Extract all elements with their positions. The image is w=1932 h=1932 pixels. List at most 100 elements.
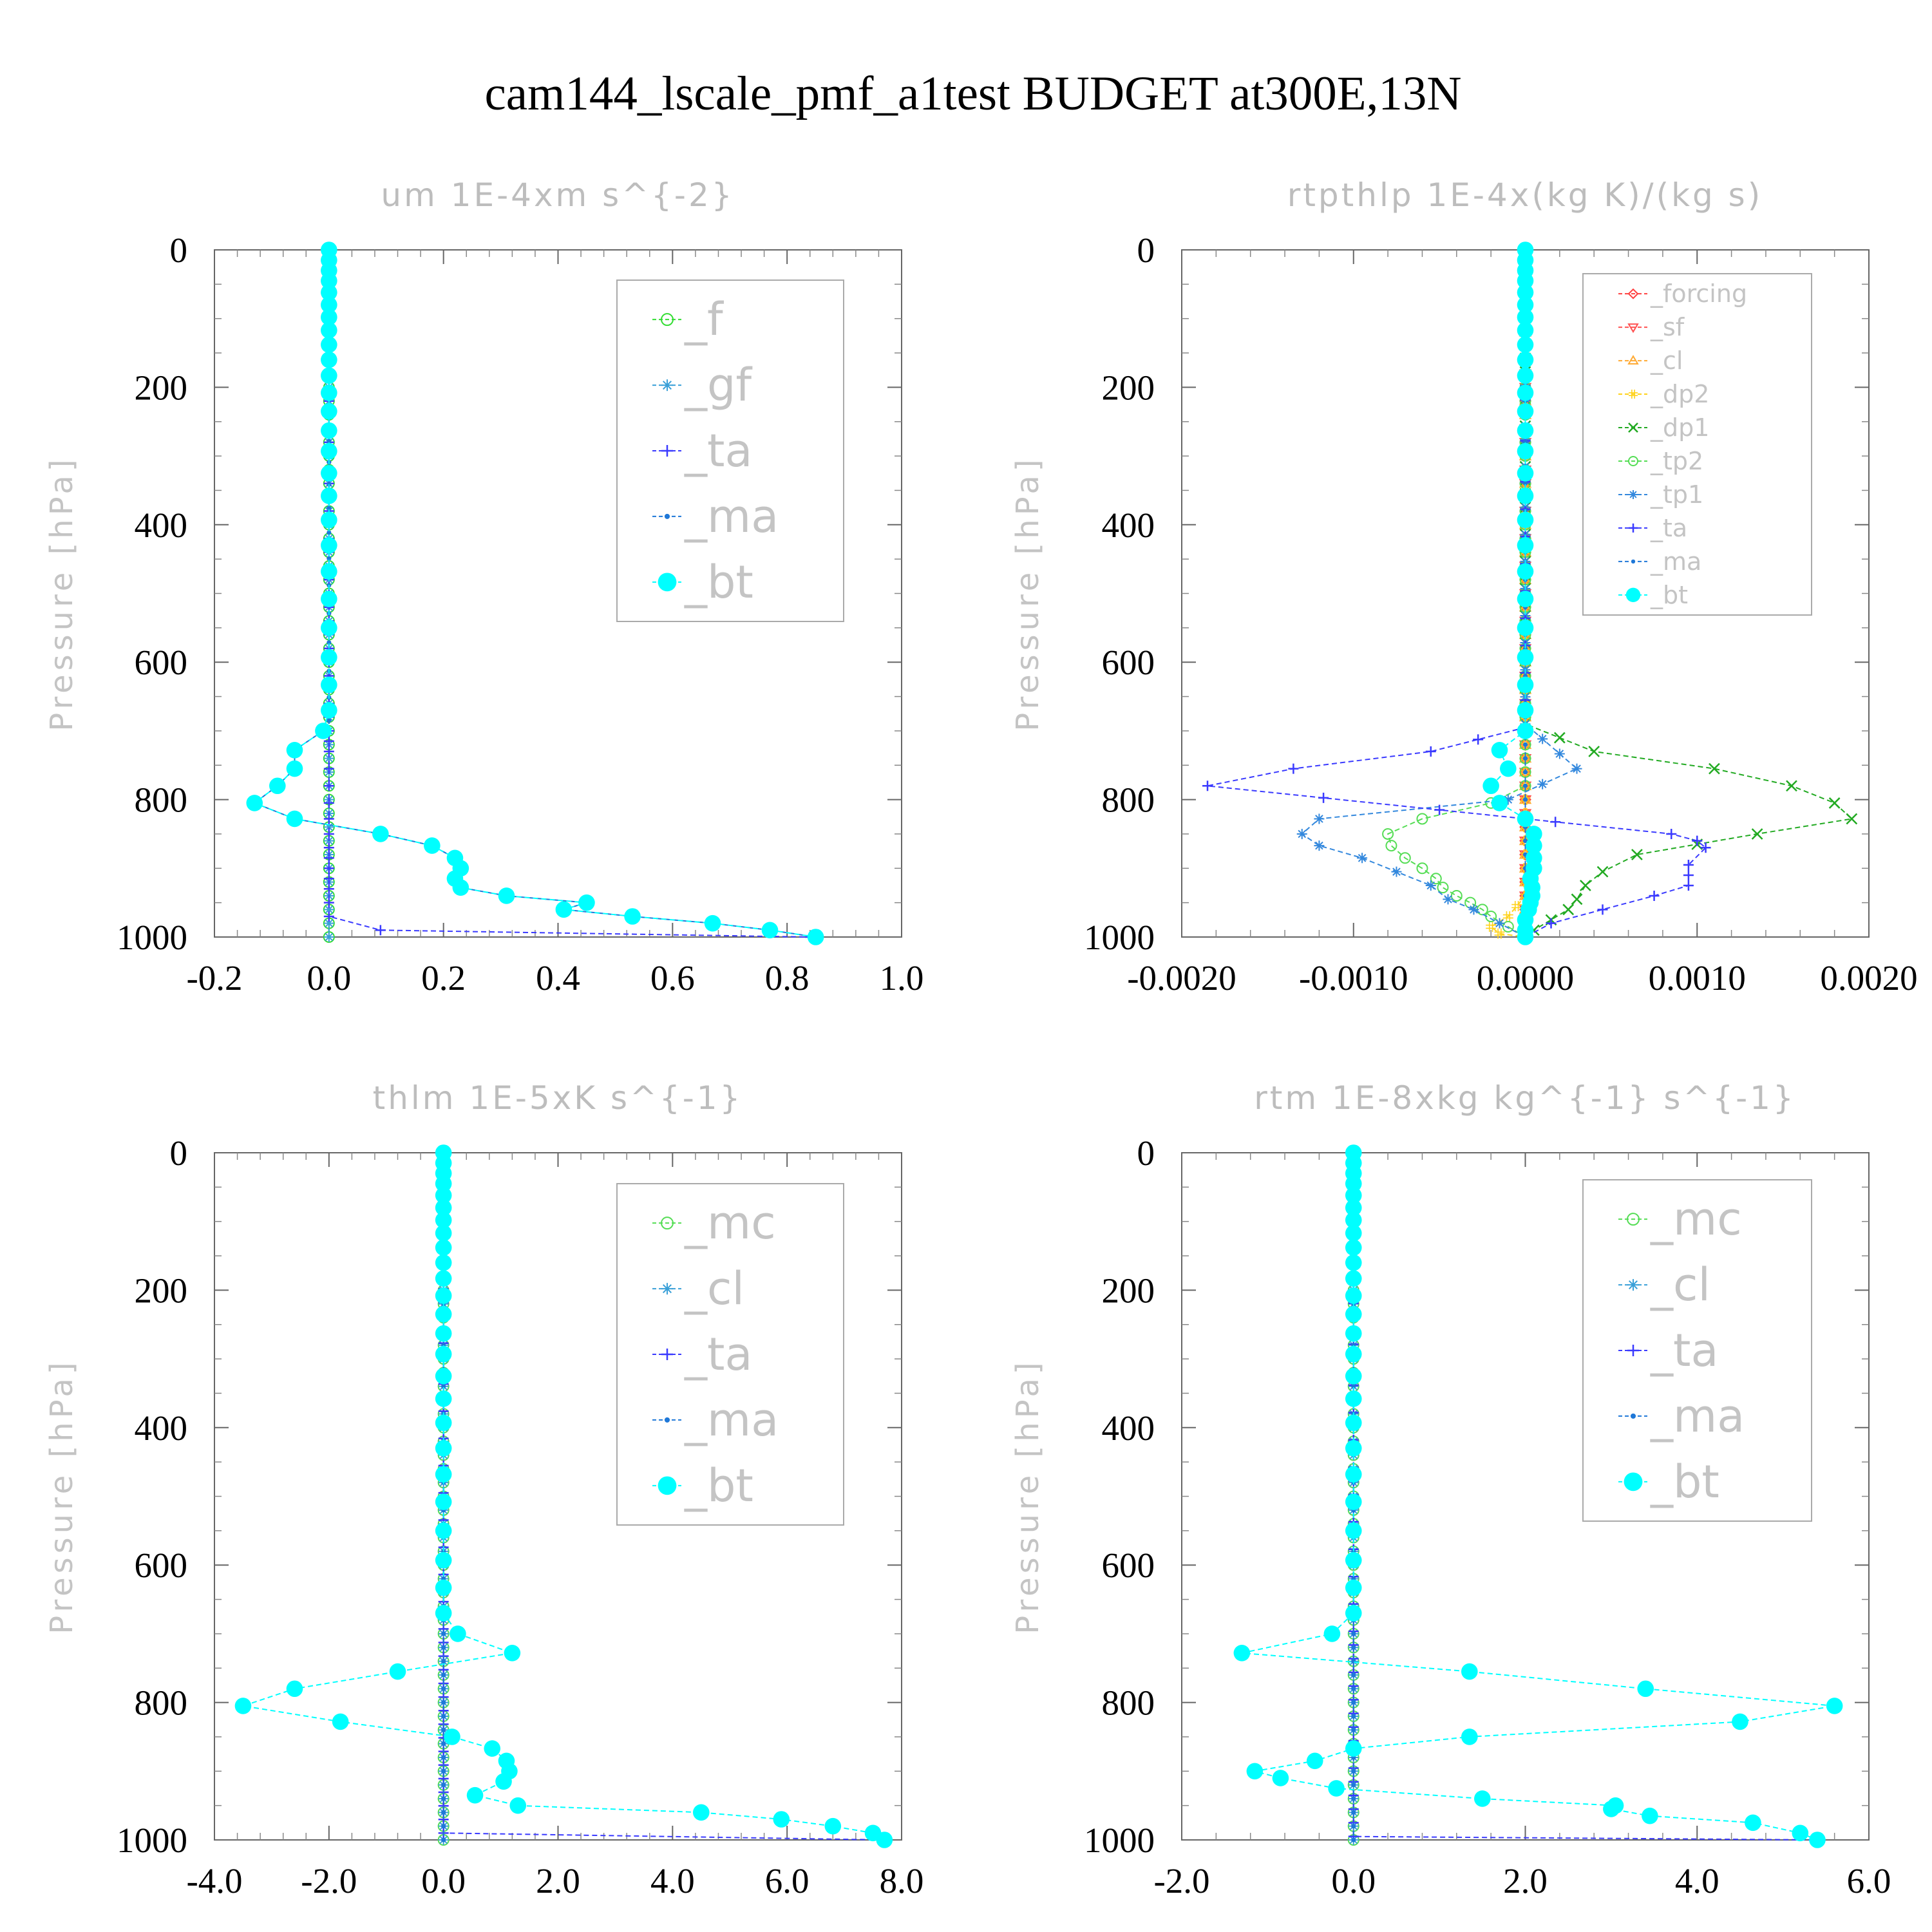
data-point-tp1 [1443,894,1454,905]
x-tick-label: 0.6 [650,958,695,998]
data-point-ta [323,911,334,922]
x-tick-label: 0.0000 [1477,958,1574,998]
plot-area [234,1144,893,1848]
y-tick-label: 400 [1102,506,1155,545]
data-point-ta [1666,828,1677,839]
legend-label-cl: _cl [684,1262,744,1315]
data-point-bt [1474,1790,1491,1807]
data-point-bt [1517,723,1534,739]
x-tick-label: 2.0 [1503,1861,1548,1900]
data-point-bt [773,1811,790,1828]
data-point-bt [1517,676,1534,694]
data-point-bt [1345,1605,1362,1622]
legend-box [1582,273,1812,616]
data-point-bt [435,1175,452,1192]
legend-marker-bt [1625,587,1641,603]
y-tick-label: 400 [135,506,188,545]
data-point-bt [1491,741,1508,759]
data-point-ta [323,797,334,808]
data-point-dp1 [1571,893,1583,905]
data-point-ma [1522,797,1528,802]
legend-label-cl: _cl [1650,346,1683,375]
data-point-bt [1517,702,1534,719]
y-tick-label: 800 [1102,1683,1155,1723]
data-point-bt [1345,1493,1362,1510]
data-point-ta [323,863,334,874]
data-point-tp1 [1537,734,1548,744]
data-point-ma [327,506,332,511]
y-tick-label: 600 [1102,643,1155,682]
data-point-bt [452,879,469,896]
data-point-bt [321,272,337,289]
data-point-ma [1522,742,1528,747]
data-point-sf [1519,740,1532,752]
data-point-tp1 [1537,779,1548,790]
data-point-gf [323,822,334,833]
data-point-ma [441,1384,446,1389]
data-point-bt [435,1270,452,1287]
data-point-bt [1345,1175,1362,1192]
data-point-bt [624,908,641,925]
data-point-bt [435,1493,452,1510]
data-point-bt [1809,1832,1826,1848]
x-tick-label: 0.0020 [1820,958,1917,998]
data-point-ta [1546,918,1557,929]
data-point-ta [323,873,334,884]
legend: _f _gf _ta _ma _bt [616,279,844,622]
data-point-bt [269,777,286,795]
data-point-bt [1517,308,1534,326]
data-point-dp2 [1486,921,1497,932]
data-point-bt [1526,837,1542,854]
data-point-bt [1323,1625,1341,1642]
data-point-ma [441,1741,446,1747]
data-point-bt [1517,591,1534,607]
x-tick-label: -0.0010 [1299,958,1408,998]
y-tick-label: 600 [1102,1546,1155,1585]
data-point-bt [1517,402,1534,420]
data-point-bt [435,1254,452,1271]
data-point-ta [323,842,334,853]
data-point-dp2 [1494,928,1505,939]
data-point-ma [1522,755,1528,761]
data-point-bt [389,1663,406,1680]
series-markers-bt [1233,1144,1843,1848]
legend-marker-f [661,313,674,327]
data-point-bt [435,1466,452,1483]
data-point-bt [435,1305,452,1323]
data-point-bt [1345,1211,1362,1229]
y-tick-label: 1000 [117,918,187,957]
data-point-ta [1318,792,1329,803]
data-point-ma [1522,770,1528,775]
data-point-bt [509,1797,527,1814]
data-point-bt [321,296,337,314]
y-axis-label: Pressure [hPa] [1010,1358,1046,1634]
data-point-ta [1597,904,1608,915]
data-point-sf [1519,768,1532,779]
data-point-ma [441,1824,446,1829]
data-point-ma [1351,1796,1356,1801]
data-point-bt [321,284,337,301]
x-tick-label: 0.2 [421,958,466,998]
data-point-bt [321,511,337,529]
data-point-dp2 [1511,900,1522,911]
data-point-bt [1517,367,1534,384]
data-point-bt [435,1239,452,1256]
data-point-bt [1345,1287,1362,1304]
data-point-ma [441,1783,446,1788]
data-point-bt [1637,1680,1654,1698]
data-point-bt [435,1199,452,1217]
data-point-cl [1519,765,1532,777]
data-point-bt [1345,1466,1362,1483]
data-point-ma [1351,1714,1356,1719]
legend-label-ta: _ta [684,1328,752,1381]
legend-marker-dp1 [1628,422,1638,433]
data-point-bt [1345,1551,1362,1569]
data-point-bt [1517,464,1534,482]
data-point-ta [1473,734,1484,745]
data-point-bt [1345,1740,1362,1757]
plot-area [246,242,824,945]
series-markers-bt [246,242,824,945]
legend-marker-gf [661,379,673,392]
data-point-bt [466,1786,484,1804]
